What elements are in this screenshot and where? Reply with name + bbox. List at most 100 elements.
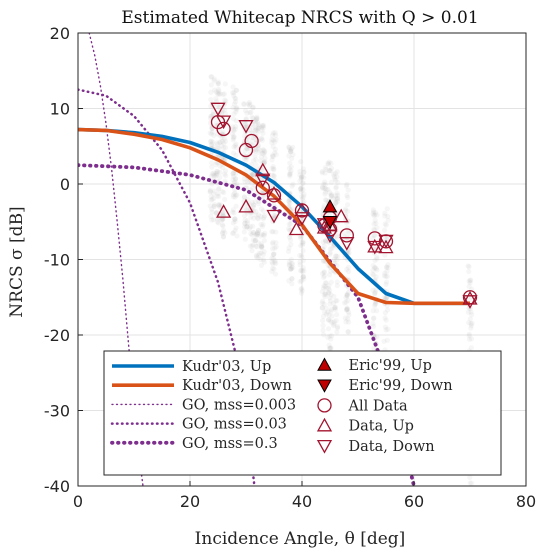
background-scatter-point: [288, 241, 294, 248]
background-scatter-point: [288, 148, 294, 155]
background-scatter-point: [216, 193, 222, 200]
background-scatter-point: [259, 135, 265, 141]
background-scatter-point: [256, 227, 262, 234]
background-scatter-point: [246, 226, 253, 232]
background-scatter-point: [323, 186, 329, 193]
background-scatter-point: [229, 90, 236, 96]
background-scatter-point: [467, 316, 473, 322]
background-scatter-point: [286, 261, 293, 268]
background-scatter-point: [325, 186, 331, 193]
background-scatter-point: [232, 126, 238, 132]
background-scatter-point: [253, 212, 259, 218]
background-scatter-point: [255, 227, 262, 233]
background-scatter-point: [216, 203, 222, 209]
background-scatter-point: [465, 309, 472, 315]
background-scatter-point: [335, 196, 341, 202]
background-scatter-point: [230, 92, 237, 98]
background-scatter-point: [346, 319, 352, 325]
background-scatter-point: [232, 216, 238, 222]
background-scatter-point: [467, 280, 473, 286]
background-scatter-point: [269, 172, 275, 178]
background-scatter-point: [374, 334, 380, 340]
background-scatter-point: [286, 153, 292, 159]
background-scatter-point: [370, 267, 376, 273]
background-scatter-point: [384, 264, 390, 270]
background-scatter-point: [298, 174, 305, 180]
background-scatter-point: [289, 276, 295, 282]
background-scatter-point: [299, 268, 306, 274]
background-scatter-point: [215, 145, 221, 151]
background-scatter-point: [253, 147, 259, 153]
background-scatter-point: [214, 219, 221, 225]
background-scatter-point: [253, 117, 259, 123]
background-scatter-point: [467, 305, 473, 312]
background-scatter-point: [230, 177, 236, 183]
background-scatter-point: [253, 162, 259, 168]
background-scatter-point: [345, 329, 351, 335]
background-scatter-point: [286, 199, 292, 205]
background-scatter-point: [254, 230, 260, 236]
background-scatter-point: [260, 160, 266, 166]
background-scatter-point: [216, 201, 222, 208]
background-scatter-point: [468, 345, 474, 351]
background-scatter-point: [217, 139, 223, 145]
background-scatter-point: [297, 172, 303, 178]
background-scatter-point: [321, 301, 327, 307]
background-scatter-point: [215, 191, 221, 197]
background-scatter-point: [301, 268, 307, 274]
background-scatter-point: [321, 185, 327, 191]
background-scatter-point: [217, 91, 223, 97]
background-scatter-point: [222, 97, 228, 103]
background-scatter-point: [288, 260, 294, 267]
background-scatter-point: [299, 254, 305, 260]
background-scatter-point: [269, 259, 275, 265]
background-scatter-point: [290, 144, 296, 150]
background-scatter-point: [373, 300, 379, 306]
background-scatter-point: [207, 130, 213, 136]
data-point-triangle-down-open: [294, 212, 310, 226]
background-scatter-point: [327, 287, 333, 293]
legend-marker-sample: [317, 379, 332, 393]
background-scatter-point: [211, 87, 218, 93]
background-scatter-point: [332, 200, 339, 207]
background-scatter-point: [320, 317, 326, 324]
x-tick-label: 80: [516, 492, 536, 511]
background-scatter-point: [233, 144, 239, 151]
background-scatter-point: [209, 129, 215, 135]
background-scatter-point: [370, 262, 376, 269]
background-scatter-point: [231, 210, 237, 216]
background-scatter-point: [301, 174, 307, 181]
background-scatter-point: [323, 197, 330, 203]
background-scatter-point: [269, 165, 275, 172]
background-scatter-point: [247, 109, 253, 116]
background-scatter-point: [288, 168, 294, 174]
background-scatter-point: [370, 211, 376, 217]
background-scatter-point: [247, 141, 253, 147]
background-scatter-point: [255, 230, 261, 236]
background-scatter-point: [346, 312, 352, 318]
background-scatter-point: [250, 172, 257, 179]
background-scatter-point: [244, 218, 251, 224]
background-scatter-point: [250, 185, 256, 191]
background-scatter-point: [344, 292, 350, 298]
background-scatter-point: [299, 267, 305, 273]
background-scatter-point: [233, 203, 239, 209]
background-scatter-point: [330, 300, 337, 306]
background-scatter-point: [334, 232, 340, 239]
background-scatter-point: [272, 132, 279, 138]
background-scatter-point: [221, 91, 227, 97]
x-tick-label: 60: [404, 492, 424, 511]
background-scatter-point: [370, 308, 376, 314]
background-scatter-point: [344, 306, 350, 312]
background-scatter-point: [270, 152, 276, 158]
background-scatter-point: [381, 227, 388, 233]
y-tick-label: -10: [44, 251, 70, 270]
background-scatter-point: [320, 258, 327, 264]
background-scatter-point: [254, 233, 260, 239]
y-tick-label: 10: [50, 100, 70, 119]
background-scatter-point: [466, 278, 472, 284]
background-scatter-point: [320, 239, 326, 245]
background-scatter-point: [344, 181, 350, 187]
background-scatter-point: [299, 242, 306, 248]
background-scatter-point: [254, 115, 260, 122]
